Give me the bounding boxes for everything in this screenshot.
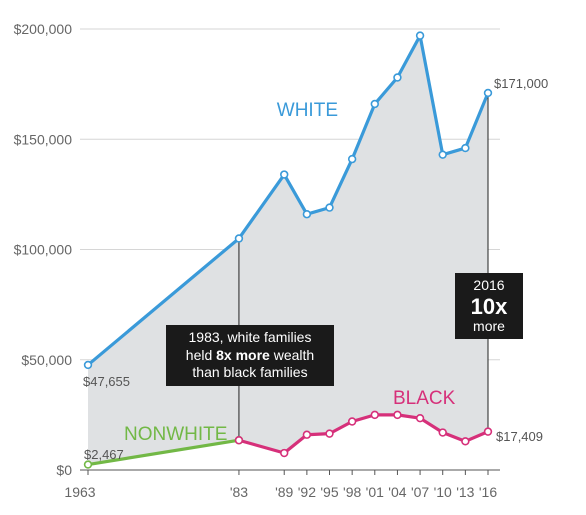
data-point-white — [325, 203, 334, 212]
x-axis-tick-labels: 1963 '83 '89 '92'95 '98 '01'04 '07 '10'13 '16 — [64, 470, 497, 500]
data-point-black — [280, 448, 289, 458]
y-axis-tick-labels: $0 $50,000 $100,000 $150,000 $200,000 — [14, 21, 73, 478]
value-label-nonwhite-1963: $2,467 — [84, 447, 124, 462]
data-point-black — [234, 436, 244, 445]
data-point-white — [370, 99, 379, 109]
data-point-white — [393, 73, 402, 82]
x-tick-label: '13 — [456, 484, 474, 500]
data-point-white — [483, 88, 493, 98]
data-point-white — [302, 210, 312, 219]
x-tick-label: '98 — [343, 484, 361, 500]
annotation-1983: 1983, white families held 8x more wealth… — [166, 325, 334, 386]
y-tick-label: $50,000 — [21, 352, 72, 368]
annotation-2016-year: 2016 — [473, 277, 505, 293]
series-label-white: WHITE — [277, 100, 338, 121]
value-label-black-2016: $17,409 — [496, 429, 543, 444]
x-tick-label: '07 — [411, 484, 429, 500]
y-tick-label: $200,000 — [14, 21, 73, 37]
x-tick-label: '92 — [298, 484, 316, 500]
data-point-white — [280, 170, 289, 179]
annotation-1983-line2a: held — [185, 346, 217, 363]
data-point-white — [415, 31, 425, 40]
data-point-black — [325, 429, 334, 438]
annotation-1983-emphasis: 8x more — [216, 346, 270, 363]
x-tick-label: '04 — [388, 484, 406, 500]
x-tick-label: '95 — [320, 484, 338, 500]
annotation-2016-multiplier: 10x — [470, 293, 508, 319]
x-tick-label: '83 — [230, 484, 248, 500]
data-point-black — [393, 410, 402, 420]
value-label-white-1963: $47,655 — [83, 374, 130, 389]
series-points — [83, 31, 493, 469]
x-tick-label: '16 — [479, 484, 497, 500]
data-point-white — [83, 360, 93, 370]
data-point-white — [234, 234, 244, 243]
annotation-2016: 2016 10x more — [455, 273, 523, 340]
series-label-black: BLACK — [393, 388, 456, 409]
data-point-white — [438, 150, 447, 159]
data-point-nonwhite — [83, 460, 93, 469]
data-point-black — [415, 413, 425, 423]
x-tick-label: 1963 — [64, 484, 95, 500]
series-label-nonwhite: NONWHITE — [124, 424, 227, 445]
x-tick-label: '10 — [434, 484, 452, 500]
x-tick-label: '89 — [275, 484, 293, 500]
data-point-black — [347, 417, 357, 426]
data-point-white — [461, 143, 470, 153]
data-point-black — [302, 430, 312, 439]
y-tick-label: $100,000 — [14, 242, 73, 258]
data-point-black — [483, 427, 493, 436]
data-point-white — [347, 154, 357, 164]
annotation-1983-line1: 1983, white families — [188, 329, 312, 345]
annotation-2016-more: more — [473, 317, 505, 334]
y-tick-label: $150,000 — [14, 131, 73, 147]
data-point-black — [461, 437, 470, 446]
series-line-nonwhite — [86, 438, 241, 467]
data-point-black — [370, 410, 379, 420]
data-point-black — [438, 428, 447, 437]
value-label-white-2016: $171,000 — [494, 76, 548, 91]
y-tick-label: $0 — [56, 462, 72, 478]
annotation-1983-line2b: wealth — [269, 346, 315, 363]
annotation-1983-line3: than black families — [192, 364, 308, 380]
x-tick-label: '01 — [366, 484, 384, 500]
